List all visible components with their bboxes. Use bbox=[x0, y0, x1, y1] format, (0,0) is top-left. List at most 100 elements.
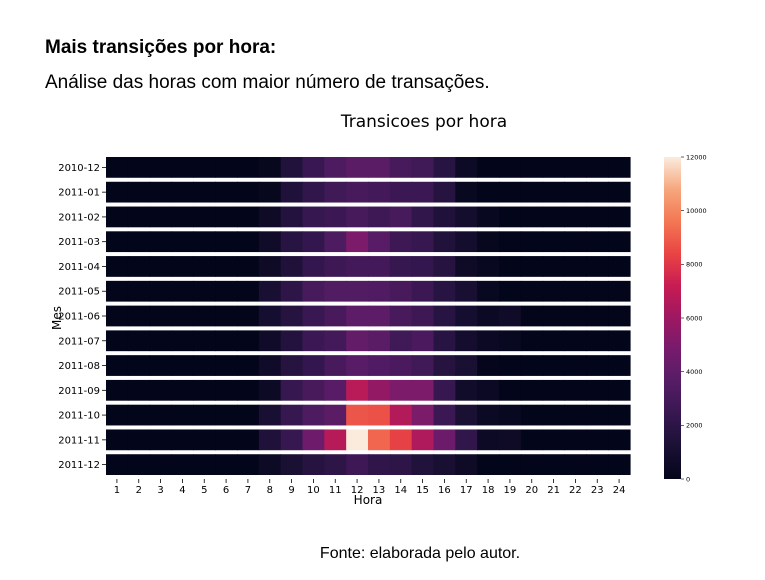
heatmap-cell bbox=[542, 404, 566, 426]
heatmap-cell bbox=[258, 454, 282, 475]
heatmap-cell bbox=[302, 280, 325, 302]
heatmap-cell bbox=[106, 379, 129, 401]
heatmap-cell bbox=[586, 280, 609, 302]
heatmap-cell bbox=[258, 280, 282, 302]
heatmap-cell bbox=[280, 181, 304, 203]
heatmap-cell bbox=[520, 330, 544, 352]
heatmap-cell bbox=[564, 404, 587, 426]
x-tick-label: 6 bbox=[223, 485, 229, 496]
heatmap-cell bbox=[477, 330, 500, 352]
heatmap-cell bbox=[237, 429, 260, 451]
heatmap-cell bbox=[520, 181, 544, 203]
heatmap-cell bbox=[324, 157, 347, 178]
heatmap-cell bbox=[389, 231, 413, 253]
heatmap-cell bbox=[433, 181, 456, 203]
heatmap-cell bbox=[608, 379, 631, 401]
heatmap-cell bbox=[324, 454, 347, 475]
heatmap-cell bbox=[237, 355, 260, 376]
heatmap-cell bbox=[499, 355, 522, 376]
heatmap-cell bbox=[171, 231, 194, 253]
heatmap-cell bbox=[106, 231, 129, 253]
heatmap-cell bbox=[193, 231, 216, 253]
heatmap-cell bbox=[499, 157, 522, 178]
heatmap-cell bbox=[280, 404, 304, 426]
heatmap-cell bbox=[586, 256, 609, 277]
heatmap-cell bbox=[368, 206, 391, 228]
heatmap-cell bbox=[302, 305, 325, 327]
heatmap-cell bbox=[171, 305, 194, 327]
colorbar-tick-label: 10000 bbox=[686, 207, 707, 215]
x-tick-label: 22 bbox=[569, 485, 582, 496]
heatmap-cell bbox=[542, 379, 566, 401]
heatmap-cell bbox=[433, 355, 456, 376]
heatmap-cell bbox=[237, 280, 260, 302]
heatmap-cell bbox=[237, 231, 260, 253]
heatmap-cell bbox=[411, 429, 435, 451]
x-tick-label: 3 bbox=[157, 485, 163, 496]
heatmap-cell bbox=[171, 256, 194, 277]
heatmap-cell bbox=[302, 206, 325, 228]
x-tick-label: 18 bbox=[482, 485, 495, 496]
heatmap-cell bbox=[280, 429, 304, 451]
heatmap-cell bbox=[258, 404, 282, 426]
heatmap-cell bbox=[215, 256, 238, 277]
heatmap-cell bbox=[149, 429, 173, 451]
heatmap-cell bbox=[608, 231, 631, 253]
heatmap-cell bbox=[258, 231, 282, 253]
heatmap-cell bbox=[106, 157, 129, 178]
colorbar-tick-label: 6000 bbox=[686, 314, 703, 322]
heatmap-cell bbox=[127, 280, 151, 302]
heatmap-cell bbox=[346, 181, 369, 203]
heatmap-cell bbox=[215, 404, 238, 426]
heatmap-cell bbox=[302, 454, 325, 475]
heatmap-cell bbox=[193, 404, 216, 426]
y-axis: 2010-12 2011-01 2011-02 2011-03 2011-04 2011-… bbox=[58, 163, 106, 471]
y-tick-label: 2011-07 bbox=[58, 336, 100, 347]
heatmap-cell bbox=[215, 280, 238, 302]
heatmap-cell bbox=[280, 355, 304, 376]
heatmap-cell bbox=[455, 454, 478, 475]
heatmap-cell bbox=[433, 256, 456, 277]
heatmap-cell bbox=[608, 305, 631, 327]
colorbar-tick-label: 0 bbox=[686, 475, 690, 483]
heatmap-cell bbox=[302, 157, 325, 178]
heatmap-cell bbox=[324, 231, 347, 253]
heatmap-cell bbox=[258, 379, 282, 401]
heatmap-cell bbox=[433, 454, 456, 475]
heatmap-cell bbox=[389, 181, 413, 203]
heatmap-cell bbox=[411, 206, 435, 228]
heatmap-cell bbox=[586, 157, 609, 178]
heatmap-cell bbox=[542, 429, 566, 451]
heatmap-cell bbox=[368, 429, 391, 451]
heatmap-cell bbox=[149, 206, 173, 228]
x-tick-label: 15 bbox=[416, 485, 429, 496]
heatmap-cell bbox=[499, 454, 522, 475]
heatmap-cell bbox=[171, 206, 194, 228]
heatmap-cell bbox=[215, 330, 238, 352]
heatmap-cell bbox=[608, 355, 631, 376]
heatmap-cell bbox=[542, 231, 566, 253]
heatmap-cell bbox=[455, 181, 478, 203]
colorbar-ticks: 0 2000 4000 6000 8000 10000 12000 bbox=[681, 153, 707, 483]
heatmap-cell bbox=[171, 454, 194, 475]
heatmap-cell bbox=[149, 355, 173, 376]
heatmap-cell bbox=[455, 157, 478, 178]
x-tick-label: 19 bbox=[504, 485, 517, 496]
heatmap-cell bbox=[149, 256, 173, 277]
heatmap-cell bbox=[586, 404, 609, 426]
y-tick-label: 2011-03 bbox=[58, 237, 100, 248]
heatmap-cell bbox=[193, 330, 216, 352]
heatmap-cell bbox=[171, 355, 194, 376]
heatmap-cell bbox=[171, 280, 194, 302]
heatmap-cell bbox=[455, 379, 478, 401]
heatmap-cell bbox=[564, 379, 587, 401]
heatmap-cell bbox=[608, 157, 631, 178]
heatmap-cell bbox=[193, 181, 216, 203]
heatmap-cell bbox=[564, 231, 587, 253]
y-tick-label: 2011-10 bbox=[58, 411, 100, 422]
heatmap-cell bbox=[193, 429, 216, 451]
heatmap-cell bbox=[564, 206, 587, 228]
heatmap-cell bbox=[215, 429, 238, 451]
heatmap-cell bbox=[302, 379, 325, 401]
heatmap-cell bbox=[542, 305, 566, 327]
